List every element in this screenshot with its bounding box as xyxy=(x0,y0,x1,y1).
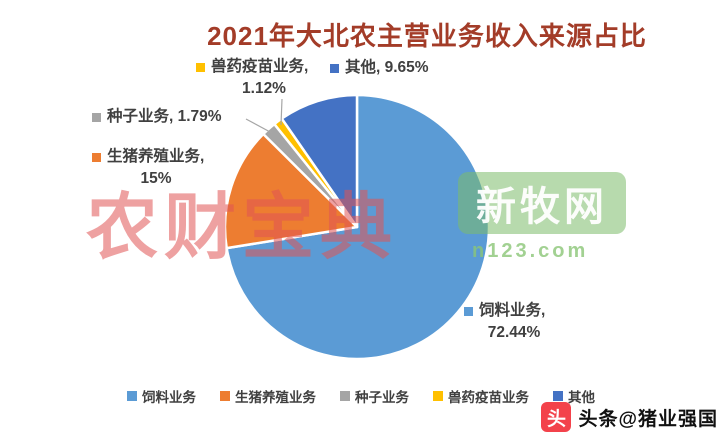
slice-label-feed: 饲料业务, 72.44% xyxy=(464,300,564,345)
watermark-right-text: 新牧网 xyxy=(476,185,608,229)
leader-line-seed xyxy=(245,118,273,134)
toutiao-logo-icon: 头 xyxy=(541,402,572,432)
legend-label-vet: 兽药疫苗业务 xyxy=(448,390,529,405)
legend-marker-feed xyxy=(127,391,137,401)
legend-label-feed: 饲料业务 xyxy=(142,390,196,405)
pie-slice-生猪养殖业务 xyxy=(223,132,359,250)
seed-label-text: 种子业务, 1.79% xyxy=(107,108,222,125)
vet-label-line1: 兽药疫苗业务, xyxy=(211,58,309,75)
legend-item-feed: 饲料业务 xyxy=(127,386,196,406)
leader-line-vet xyxy=(280,98,283,126)
legend-marker-other xyxy=(553,391,563,401)
watermark-right-bubble: 新牧网 xyxy=(458,172,626,234)
legend-marker-vet xyxy=(433,391,443,401)
other-label-marker xyxy=(330,63,339,73)
legend-item-other: 其他 xyxy=(553,386,595,406)
feed-label-line2: 72.44% xyxy=(487,324,541,342)
toutiao-badge-text: 头条@猪业强国 xyxy=(578,408,718,430)
pig-label-marker xyxy=(92,152,101,162)
pig-label-line1: 生猪养殖业务, xyxy=(107,148,205,165)
chart-title: 2021年大北农主营业务收入来源占比 xyxy=(207,21,647,51)
slice-label-other: 其他, 9.65% xyxy=(330,57,429,79)
legend-item-seed: 种子业务 xyxy=(340,386,409,406)
vet-label-line2: 1.12% xyxy=(242,80,286,98)
feed-label-line1: 饲料业务, xyxy=(479,302,546,319)
slice-label-pig: 生猪养殖业务, 15% xyxy=(92,146,220,191)
toutiao-badge: 头 头条@猪业强国 xyxy=(541,402,718,432)
watermark-left: 农财宝典 xyxy=(86,188,399,268)
pie-slice-其他 xyxy=(280,93,359,229)
vet-label-marker xyxy=(196,62,205,72)
other-label-text: 其他, 9.65% xyxy=(345,59,429,76)
legend-label-pig: 生猪养殖业务 xyxy=(235,390,316,405)
legend-item-vet: 兽药疫苗业务 xyxy=(433,386,529,406)
legend-item-pig: 生猪养殖业务 xyxy=(220,386,316,406)
legend-marker-pig xyxy=(220,391,230,401)
slice-label-vet: 兽药疫苗业务, 1.12% xyxy=(196,56,332,101)
pig-label-line2: 15% xyxy=(140,170,172,188)
pie-slices xyxy=(223,93,491,361)
legend-label-other: 其他 xyxy=(568,390,595,405)
slice-label-seed: 种子业务, 1.79% xyxy=(92,106,222,128)
watermark-right-subtext: n123.com xyxy=(472,240,589,262)
feed-label-marker xyxy=(464,306,473,316)
chart-legend: 饲料业务 生猪养殖业务 种子业务 兽药疫苗业务 其他 xyxy=(0,386,722,406)
legend-label-seed: 种子业务 xyxy=(355,390,409,405)
legend-marker-seed xyxy=(340,391,350,401)
seed-label-marker xyxy=(92,112,101,122)
